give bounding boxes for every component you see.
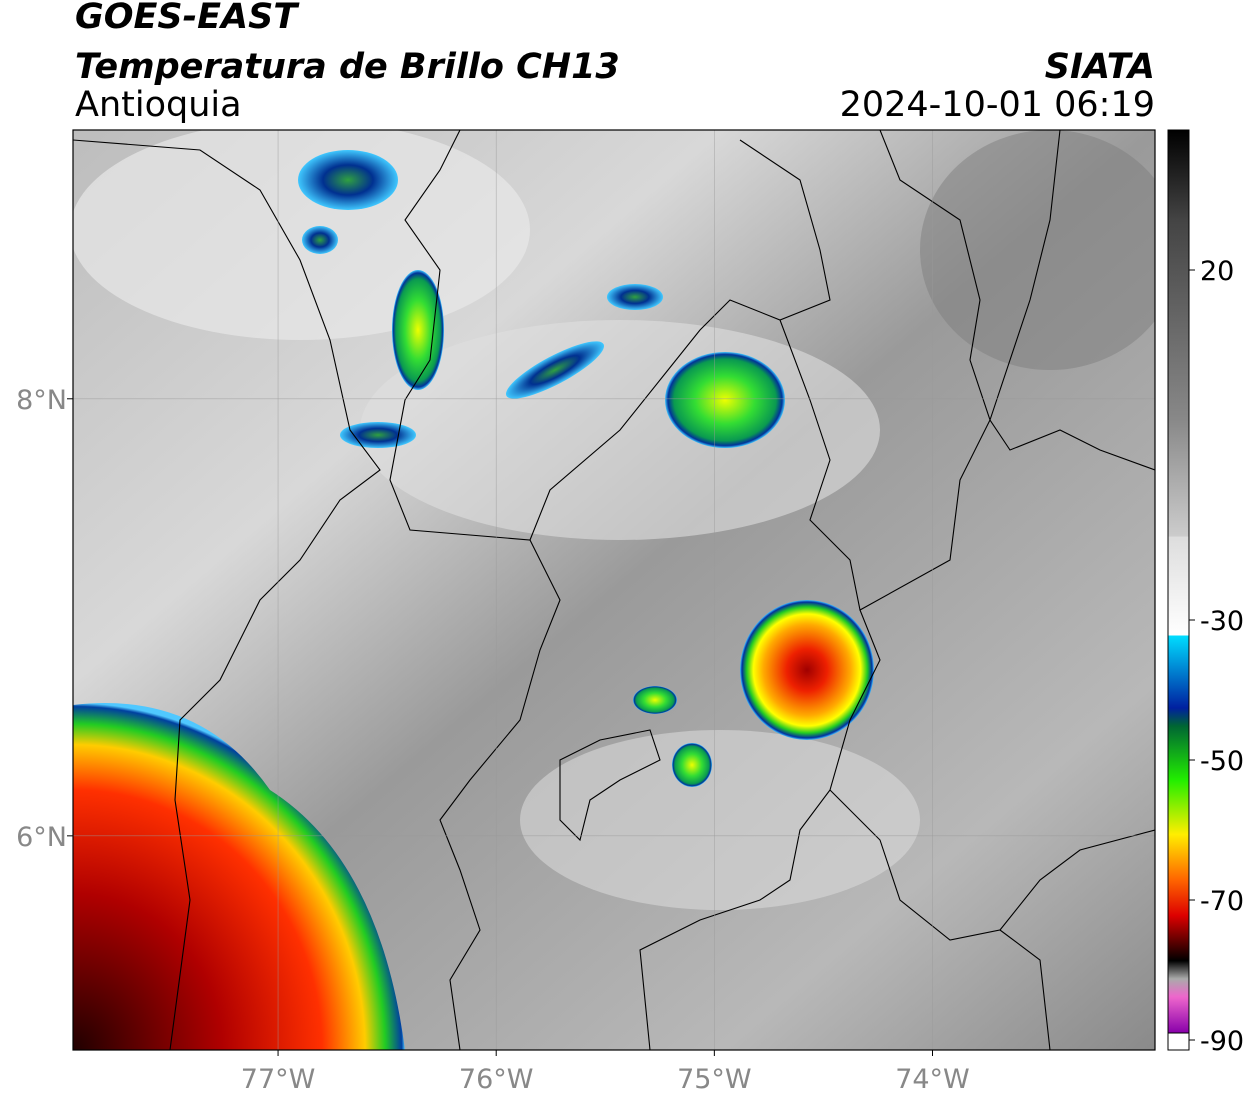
colorbar-label: 20 — [1200, 256, 1234, 287]
border — [779, 130, 991, 611]
storm — [672, 743, 712, 787]
colorbar-label: -90 — [1200, 1026, 1244, 1057]
border — [389, 130, 831, 541]
y-tick-label: 6°N — [16, 822, 67, 853]
storm-region — [73, 703, 405, 1050]
timestamp: 2024-10-01 06:19 — [840, 85, 1155, 125]
storm — [740, 600, 874, 740]
region: Antioquia — [75, 85, 242, 125]
x-tick-label: 76°W — [459, 1064, 534, 1095]
colorbar-label: -30 — [1200, 606, 1244, 637]
storm — [392, 270, 444, 390]
storm — [633, 686, 677, 714]
border — [999, 829, 1155, 931]
colorbar-extend — [1167, 1032, 1190, 1051]
x-tick-label: 75°W — [677, 1064, 752, 1095]
y-tick-label: 8°N — [16, 385, 67, 416]
cloud — [520, 730, 920, 910]
map-frame — [72, 129, 1156, 1051]
cloud — [73, 130, 530, 340]
storm — [665, 352, 785, 448]
storm — [607, 284, 663, 310]
imagery — [73, 130, 1155, 1050]
colorbar — [1167, 129, 1190, 1034]
border — [639, 609, 881, 1050]
cloud — [920, 130, 1155, 370]
title: GOES-EAST — [75, 0, 300, 37]
storm — [302, 226, 338, 254]
border — [559, 729, 661, 842]
storm — [505, 341, 605, 399]
coastline — [73, 139, 381, 1050]
storm — [340, 422, 416, 448]
border — [829, 789, 1051, 1050]
source: SIATA — [1045, 47, 1155, 87]
border — [439, 539, 561, 1050]
border — [989, 130, 1155, 471]
graticule — [73, 130, 1155, 1050]
storm — [298, 150, 398, 210]
colorbar-label: -70 — [1200, 886, 1244, 917]
x-tick-label: 74°W — [895, 1064, 970, 1095]
subtitle: Temperatura de Brillo CH13 — [75, 47, 620, 87]
x-tick-label: 77°W — [241, 1064, 316, 1095]
colorbar-label: -50 — [1200, 746, 1244, 777]
